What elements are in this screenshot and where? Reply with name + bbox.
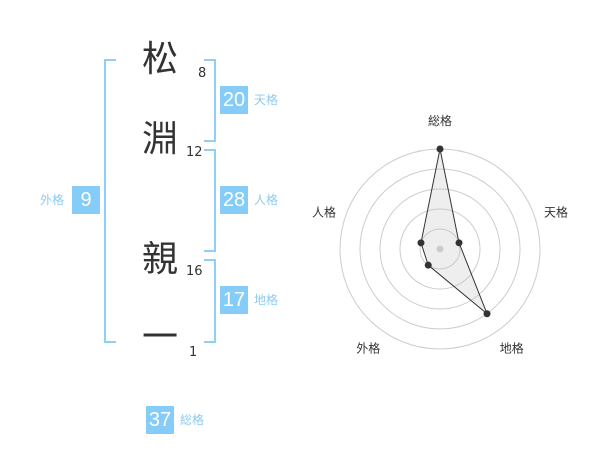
- soukaku-label: 総格: [180, 413, 205, 427]
- stroke-count: 1: [189, 345, 198, 360]
- radar-ring: [379, 188, 501, 310]
- stroke-count: 16: [186, 264, 203, 279]
- name-char: 淵: [141, 119, 178, 160]
- radar-axis-label: 天格: [544, 204, 568, 219]
- soukaku-value: 37: [146, 406, 174, 434]
- tenkaku-label: 天格: [254, 93, 279, 107]
- chikaku-value: 17: [220, 286, 248, 314]
- radar-ring: [419, 228, 461, 270]
- radar-point: [424, 261, 432, 269]
- radar-point: [483, 310, 491, 318]
- radar-point: [417, 239, 425, 247]
- jinkaku-bracket: [204, 149, 216, 252]
- name-char: 一: [141, 317, 178, 358]
- gaikaku-label: 外格: [40, 193, 65, 207]
- radar-axis-label: 外格: [356, 341, 380, 356]
- radar-point: [436, 145, 444, 153]
- name-char: 松: [141, 39, 178, 80]
- gaikaku-value: 9: [72, 186, 100, 214]
- radar-ring: [399, 208, 481, 290]
- tenkaku-value: 20: [220, 86, 248, 114]
- gaikaku-bracket: [104, 59, 116, 343]
- name-char: 親: [141, 239, 178, 280]
- tenkaku-bracket: [204, 59, 216, 142]
- radar-axis-label: 総格: [428, 113, 452, 128]
- radar-area: [420, 148, 488, 315]
- radar-axis-label: 地格: [500, 341, 524, 356]
- stroke-count: 12: [186, 145, 203, 160]
- jinkaku-value: 28: [220, 186, 248, 214]
- radar-ring: [359, 168, 521, 330]
- radar-center: [436, 245, 444, 253]
- chikaku-label: 地格: [254, 293, 279, 307]
- radar-axis-label: 人格: [312, 204, 336, 219]
- stroke-count: 8: [198, 66, 207, 81]
- chikaku-bracket: [204, 259, 216, 343]
- jinkaku-label: 人格: [254, 193, 279, 207]
- radar-point: [455, 239, 463, 247]
